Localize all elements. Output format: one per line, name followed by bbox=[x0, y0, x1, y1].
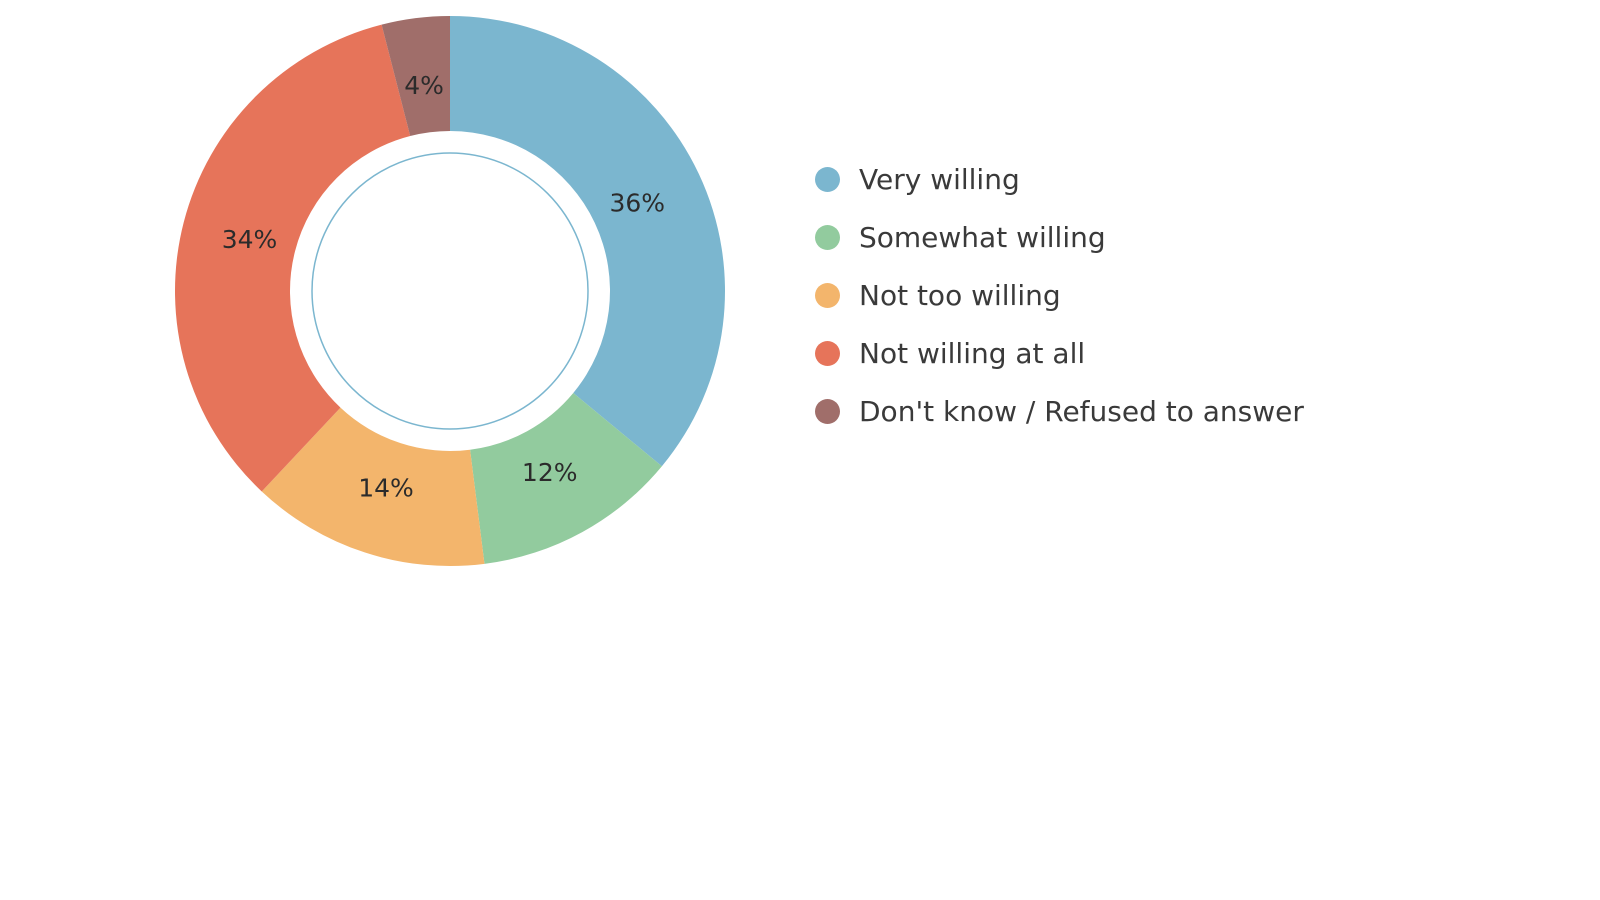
legend-label: Don't know / Refused to answer bbox=[859, 394, 1304, 428]
slice-label-not-too-willing: 14% bbox=[358, 473, 414, 502]
slice-labels: 36% 12% 14% 34% 4% bbox=[222, 71, 665, 502]
slice-don-t-know-refused-to-answer bbox=[381, 15, 450, 137]
legend-item-not-willing-at-all: Not willing at all bbox=[815, 324, 1304, 382]
slice-label-don-t-know-refused-to-answer: 4% bbox=[404, 71, 444, 100]
legend-swatch bbox=[815, 166, 840, 192]
slice-not-willing-at-all bbox=[174, 24, 411, 492]
legend-swatch bbox=[815, 282, 840, 308]
donut-slices bbox=[174, 15, 725, 567]
legend-item-don-t-know-refused-to-answer: Don't know / Refused to answer bbox=[815, 382, 1304, 440]
legend-item-not-too-willing: Not too willing bbox=[815, 266, 1304, 324]
legend-label: Very willing bbox=[859, 162, 1020, 196]
slice-label-not-willing-at-all: 34% bbox=[222, 225, 278, 254]
slice-label-somewhat-willing: 12% bbox=[522, 458, 578, 487]
chart-legend: Very willing Somewhat willing Not too will… bbox=[815, 150, 1304, 440]
legend-label: Not too willing bbox=[859, 278, 1061, 312]
slice-label-very-willing: 36% bbox=[610, 188, 666, 217]
legend-swatch bbox=[815, 340, 840, 366]
legend-label: Somewhat willing bbox=[859, 220, 1106, 254]
legend-label: Not willing at all bbox=[859, 336, 1086, 370]
slice-very-willing bbox=[450, 16, 725, 467]
legend-swatch bbox=[815, 224, 840, 250]
slice-somewhat-willing bbox=[470, 392, 662, 564]
legend-item-very-willing: Very willing bbox=[815, 150, 1304, 208]
slice-not-too-willing bbox=[261, 407, 485, 567]
legend-item-somewhat-willing: Somewhat willing bbox=[815, 208, 1304, 266]
inner-ring bbox=[311, 152, 589, 430]
legend-swatch bbox=[815, 398, 840, 424]
